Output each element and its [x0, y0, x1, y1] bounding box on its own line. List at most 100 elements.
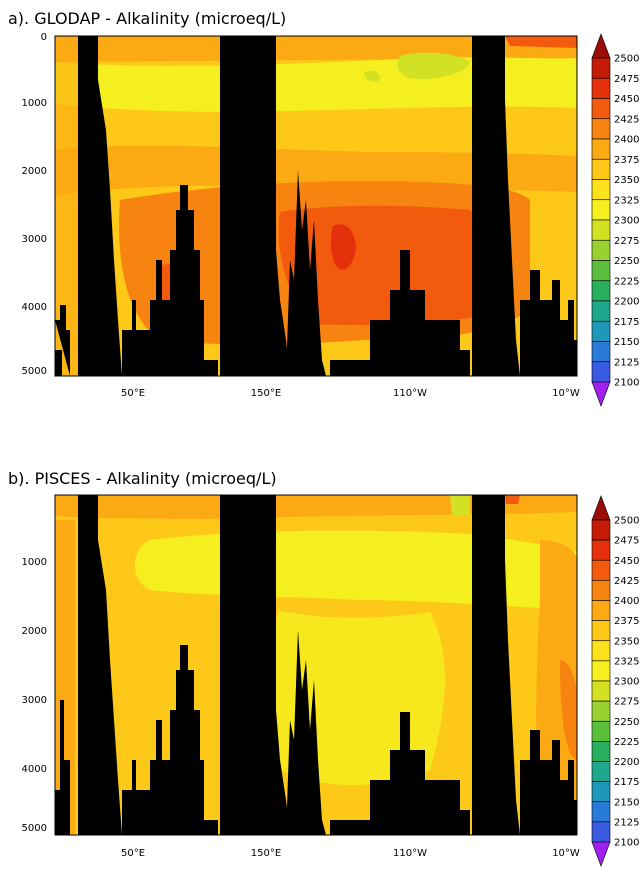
colorbar-label: 2100: [614, 378, 639, 389]
colorbar-label: 2350: [614, 636, 639, 647]
panel-b-title: b). PISCES - Alkalinity (microeq/L): [8, 469, 277, 488]
colorbar-min-triangle: [591, 381, 611, 407]
colorbar-swatch: [591, 519, 611, 541]
colorbar-swatch: [591, 219, 611, 241]
colorbar-label: 2325: [614, 656, 639, 667]
panel-a-ytick-4: 4000: [22, 302, 47, 313]
panel-b-xtick-2: 110°W: [393, 848, 427, 859]
colorbar-label: 2275: [614, 236, 639, 247]
panel-a-ytick-2: 2000: [22, 166, 47, 177]
colorbar-swatch: [591, 341, 611, 363]
colorbar-label: 2175: [614, 777, 639, 788]
panel-a-xtick-3: 10°W: [552, 388, 580, 399]
colorbar-label: 2125: [614, 357, 639, 368]
panel-a-plot: [54, 35, 578, 377]
colorbar-label: 2475: [614, 74, 639, 85]
colorbar-swatch: [591, 620, 611, 642]
panel-a-xtick-2: 110°W: [393, 388, 427, 399]
colorbar-swatch: [591, 580, 611, 601]
colorbar-swatch: [591, 781, 611, 803]
panel-b-topo-7: [472, 495, 520, 835]
colorbar-label: 2325: [614, 195, 639, 206]
panel-b-red-corner: [505, 495, 520, 504]
colorbar-label: 2400: [614, 596, 639, 607]
panel-a-xtick-0: 50°E: [121, 388, 145, 399]
colorbar-swatch: [591, 801, 611, 823]
panel-b-topo-6: [330, 712, 470, 835]
colorbar-label: 2500: [614, 54, 639, 65]
colorbar-label: 2125: [614, 817, 639, 828]
panel-a-ytick-0: 0: [41, 32, 47, 43]
panel-a-title: a). GLODAP - Alkalinity (microeq/L): [8, 9, 286, 28]
panel-b-ytick-4: 5000: [22, 823, 47, 834]
panel-b-east-deep: [560, 660, 577, 760]
colorbar-label: 2400: [614, 135, 639, 146]
colorbar-swatch: [591, 761, 611, 782]
colorbar-label: 2375: [614, 155, 639, 166]
colorbar-swatch: [591, 320, 611, 342]
panel-a-x-axis: 50°E 150°E 110°W 10°W: [121, 388, 580, 399]
panel-a-green-patch: [397, 52, 470, 80]
colorbar-swatch: [591, 260, 611, 282]
panel-a-green-patch-2: [364, 70, 381, 82]
colorbar-swatch: [591, 199, 611, 221]
colorbar-swatch: [591, 300, 611, 322]
panel-b-surface-band: [55, 495, 577, 519]
panel-a-topo-2: [55, 350, 62, 376]
colorbar-label: 2250: [614, 717, 639, 728]
colorbar-swatch: [591, 720, 611, 742]
colorbar-swatch: [591, 660, 611, 682]
colorbar-label: 2275: [614, 697, 639, 708]
colorbar-swatch: [591, 640, 611, 662]
panel-a-ytick-3: 3000: [22, 234, 47, 245]
colorbar-label: 2200: [614, 297, 639, 308]
panel-b-green-patch: [450, 495, 470, 515]
colorbar-label: 2475: [614, 536, 639, 547]
colorbar-swatch: [591, 138, 611, 160]
colorbar-label: 2250: [614, 256, 639, 267]
colorbar-label: 2300: [614, 677, 639, 688]
colorbar-swatch: [591, 741, 611, 762]
colorbar-label: 2100: [614, 838, 639, 849]
colorbar-swatch: [591, 559, 611, 581]
panel-a-ytick-5: 5000: [22, 366, 47, 377]
colorbar-label: 2450: [614, 556, 639, 567]
colorbar-swatch: [591, 361, 611, 383]
colorbar-swatch: [591, 600, 611, 621]
colorbar-swatch: [591, 239, 611, 261]
panel-a-y-axis: 0 1000 2000 3000 4000 5000: [22, 32, 47, 377]
panel-a-ridge-3: [220, 36, 290, 376]
panel-a-xtick-1: 150°E: [251, 388, 281, 399]
panel-b-topo-4: [220, 495, 290, 835]
panel-a-west-edge: [55, 36, 80, 376]
panel-b-xtick-0: 50°E: [121, 848, 145, 859]
colorbar-label: 2350: [614, 175, 639, 186]
colorbar-label: 2375: [614, 616, 639, 627]
colorbar-min-triangle: [591, 841, 611, 867]
colorbar-label: 2425: [614, 114, 639, 125]
colorbar-label: 2300: [614, 216, 639, 227]
panel-a-topo-1: [55, 305, 70, 376]
panel-b-plot: [54, 494, 578, 836]
panel-a-ytick-1: 1000: [22, 98, 47, 109]
colorbar-label: 2225: [614, 737, 639, 748]
panel-a-ridge-2: [122, 185, 218, 376]
colorbar-swatch: [591, 77, 611, 99]
panel-a-frame: [54, 35, 578, 377]
panel-b-ytick-0: 1000: [22, 557, 47, 568]
colorbar-swatch: [591, 118, 611, 140]
panel-a-ridge-7: [520, 270, 577, 376]
colorbar-label: 2450: [614, 94, 639, 105]
colorbar-label: 2425: [614, 576, 639, 587]
colorbar-swatch: [591, 98, 611, 120]
panel-b-topo-8: [520, 730, 577, 835]
panel-b-ytick-1: 2000: [22, 626, 47, 637]
panel-b-colorbar: 2500 2475 2450 2425 2400 2375 2350 2325 2300 2275…: [591, 495, 639, 867]
colorbar-swatch: [591, 57, 611, 79]
colorbar-label: 2500: [614, 516, 639, 527]
panel-b-x-axis: 50°E 150°E 110°W 10°W: [121, 848, 580, 859]
colorbar-swatch: [591, 821, 611, 843]
panel-a-red-corner: [505, 36, 577, 48]
colorbar-label: 2200: [614, 757, 639, 768]
